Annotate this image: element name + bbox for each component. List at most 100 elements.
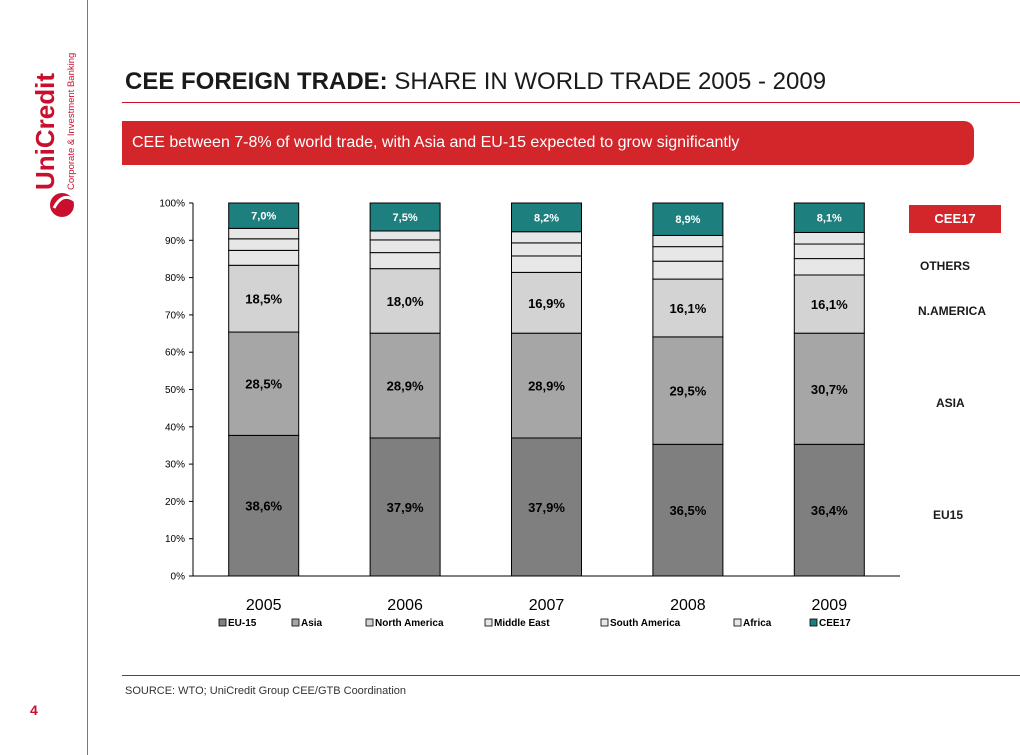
bar-segment-north-america xyxy=(652,278,724,338)
bar-segment-cee17 xyxy=(511,202,582,233)
legend-swatch xyxy=(365,618,374,627)
y-tick-label: 50% xyxy=(165,385,185,396)
legend-label: Middle East xyxy=(494,618,550,629)
x-tick-label: 2009 xyxy=(812,597,848,614)
y-tick-label: 30% xyxy=(165,460,185,471)
data-label: 30,7% xyxy=(811,382,848,397)
bar-segment-cee17 xyxy=(369,202,441,232)
y-tick-label: 20% xyxy=(165,497,185,508)
data-label: 7,0% xyxy=(251,211,276,223)
bars: 38,6% 28,5% 18,5% 7,0% 2005 37,9% 28,9% 18,0% 7,… xyxy=(228,202,865,614)
legend-item: EU-15 xyxy=(218,618,257,629)
bar-segment-eu-15 xyxy=(369,437,441,577)
page-number: 4 xyxy=(30,702,38,718)
x-tick-label: 2006 xyxy=(387,597,423,614)
bar-segment-eu-15 xyxy=(793,443,865,577)
bar-segment-south-america xyxy=(511,242,582,257)
bar-stack-2008: 36,5% 29,5% 16,1% 8,9% xyxy=(652,202,724,577)
legend-label: North America xyxy=(375,618,444,629)
data-label: 8,9% xyxy=(675,214,700,226)
bar-stack-2006: 37,9% 28,9% 18,0% 7,5% xyxy=(369,202,441,577)
cee17-badge: CEE17 xyxy=(909,205,1001,233)
data-label: 16,1% xyxy=(811,297,848,312)
legend-swatch xyxy=(809,618,818,627)
bar-segment-asia xyxy=(228,331,300,436)
data-label: 7,5% xyxy=(393,212,418,224)
bar-segment-south-america xyxy=(793,243,865,260)
bar-segment-cee17 xyxy=(793,202,865,233)
x-tick-label: 2007 xyxy=(529,597,565,614)
sidebar-divider xyxy=(87,0,88,755)
bar-segment-middle-east xyxy=(511,255,582,273)
title-rule xyxy=(122,102,1020,103)
bar-stack-2007: 37,9% 28,9% 16,9% 8,2% xyxy=(511,202,582,577)
page-title-rest: SHARE IN WORLD TRADE 2005 - 2009 xyxy=(387,68,827,95)
bar-segment-south-america xyxy=(228,238,300,251)
legend-label: South America xyxy=(610,618,681,629)
logo-tagline: Corporate & Investment Banking xyxy=(66,53,77,190)
data-label: 28,5% xyxy=(245,377,282,392)
bar-segment-north-america xyxy=(511,271,582,334)
legend-item: Africa xyxy=(733,618,772,629)
logo-brand: UniCredit xyxy=(30,73,60,190)
page-title-bold: CEE FOREIGN TRADE: xyxy=(125,68,388,95)
bar-stack-2009: 36,4% 30,7% 16,1% 8,1% xyxy=(793,202,865,577)
x-tick-label: 2005 xyxy=(246,597,282,614)
data-label: 28,9% xyxy=(528,379,565,394)
unicredit-logo: UniCredit Corporate & Investment Banking xyxy=(30,53,77,217)
y-tick-label: 0% xyxy=(171,572,186,583)
bar-segment-middle-east xyxy=(228,249,300,266)
legend: EU-15 Asia North America Middle East South A… xyxy=(218,618,851,629)
y-tick-label: 80% xyxy=(165,273,185,284)
legend-item: North America xyxy=(365,618,444,629)
legend-label: Asia xyxy=(301,618,323,629)
data-label: 36,4% xyxy=(811,503,848,518)
legend-label: CEE17 xyxy=(819,618,851,629)
x-tick-label: 2008 xyxy=(670,597,706,614)
bar-segment-eu-15 xyxy=(511,437,582,577)
data-label: 18,0% xyxy=(387,294,424,309)
bar-segment-middle-east xyxy=(369,252,441,270)
legend-label: EU-15 xyxy=(228,618,257,629)
bar-segment-north-america xyxy=(369,268,441,334)
side-label-asia: ASIA xyxy=(936,396,965,410)
data-label: 29,5% xyxy=(669,384,706,399)
y-tick-label: 60% xyxy=(165,348,185,359)
page-title: CEE FOREIGN TRADE: SHARE IN WORLD TRADE … xyxy=(125,68,826,96)
bar-stack-2005: 38,6% 28,5% 18,5% 7,0% xyxy=(228,202,300,577)
bar-segment-eu-15 xyxy=(652,443,724,577)
data-label: 16,1% xyxy=(669,301,706,316)
data-label: 37,9% xyxy=(528,500,565,515)
legend-swatch xyxy=(291,618,300,627)
bar-segment-middle-east xyxy=(793,258,865,276)
legend-swatch xyxy=(218,618,227,627)
legend-item: South America xyxy=(600,618,681,629)
bar-segment-asia xyxy=(793,332,865,445)
data-label: 8,2% xyxy=(534,212,559,224)
legend-item: Middle East xyxy=(484,618,550,629)
data-label: 8,1% xyxy=(817,213,842,225)
bar-segment-south-america xyxy=(369,239,441,254)
legend-label: Africa xyxy=(743,618,772,629)
footer-rule xyxy=(122,675,1020,676)
legend-item: CEE17 xyxy=(809,618,851,629)
data-label: 37,9% xyxy=(387,500,424,515)
source-note: SOURCE: WTO; UniCredit Group CEE/GTB Coo… xyxy=(125,685,406,697)
data-label: 16,9% xyxy=(528,296,565,311)
y-tick-label: 90% xyxy=(165,236,185,247)
headline-banner: CEE between 7-8% of world trade, with As… xyxy=(122,121,974,165)
data-label: 36,5% xyxy=(669,503,706,518)
bar-segment-south-america xyxy=(652,246,724,262)
bar-segment-cee17 xyxy=(228,202,300,229)
bar-segment-asia xyxy=(652,336,724,445)
bar-segment-africa xyxy=(793,231,865,245)
bar-segment-africa xyxy=(228,227,300,240)
y-tick-label: 10% xyxy=(165,534,185,545)
unicredit-logo-mark xyxy=(50,193,75,217)
bar-segment-africa xyxy=(511,231,582,244)
y-tick-label: 40% xyxy=(165,422,185,433)
legend-item: Asia xyxy=(291,618,323,629)
bar-segment-africa xyxy=(652,234,724,248)
side-label-eu15: EU15 xyxy=(933,508,964,522)
